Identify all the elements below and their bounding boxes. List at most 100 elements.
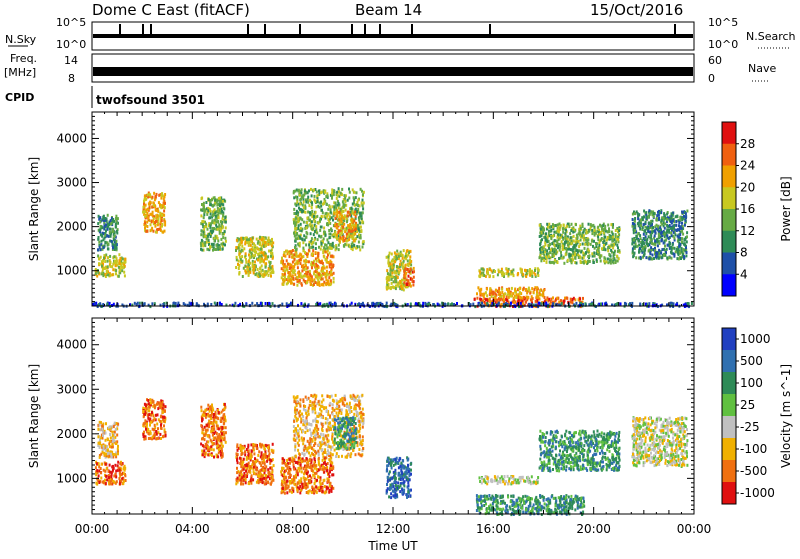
echo-cell <box>504 292 506 295</box>
echo-cell <box>107 448 109 451</box>
echo-cell <box>143 206 145 209</box>
echo-cell <box>97 271 99 274</box>
echo-cell <box>300 208 302 211</box>
echo-cell <box>637 214 639 217</box>
echo-cell <box>145 404 147 407</box>
echo-cell <box>164 230 166 233</box>
echo-cell <box>537 274 539 277</box>
echo-cell <box>315 242 317 245</box>
echo-cell <box>98 442 100 445</box>
echo-cell <box>415 302 417 305</box>
echo-cell <box>161 192 163 195</box>
echo-cell <box>511 270 513 273</box>
echo-cell <box>109 425 111 428</box>
echo-cell <box>144 194 146 197</box>
echo-cell <box>122 266 124 269</box>
echo-cell <box>320 201 322 204</box>
echo-cell <box>615 233 617 236</box>
echo-cell <box>116 257 118 260</box>
echo-cell <box>97 435 99 438</box>
echo-cell <box>675 224 677 227</box>
echo-cell <box>672 214 674 217</box>
echo-cell <box>646 227 648 230</box>
echo-cell <box>647 243 649 246</box>
echo-cell <box>155 209 157 212</box>
echo-cell <box>96 469 98 472</box>
echo-cell <box>600 303 602 306</box>
echo-cell <box>324 243 326 246</box>
echo-region-13 <box>539 223 621 265</box>
echo-cell <box>331 192 333 195</box>
echo-cell <box>100 453 102 456</box>
echo-cell <box>684 219 686 222</box>
echo-cell <box>264 241 266 244</box>
echo-cell <box>114 234 116 237</box>
echo-cell <box>650 246 652 249</box>
echo-cell <box>113 425 115 428</box>
echo-cell <box>214 211 216 214</box>
echo-cell <box>325 258 327 261</box>
echo-cell <box>526 292 528 295</box>
echo-cell <box>334 231 336 234</box>
echo-cell <box>344 228 346 231</box>
echo-cell <box>311 201 313 204</box>
echo-cell <box>301 269 303 272</box>
echo-cell <box>325 283 327 286</box>
echo-cell <box>283 251 285 254</box>
echo-cell <box>582 223 584 226</box>
echo-cell <box>298 275 300 278</box>
echo-cell <box>666 224 668 227</box>
echo-cell <box>316 205 318 208</box>
echo-cell <box>311 228 313 231</box>
echo-cell <box>305 236 307 239</box>
echo-cell <box>213 204 215 207</box>
echo-cell <box>588 249 590 252</box>
echo-cell <box>241 255 243 258</box>
echo-cell <box>356 210 358 213</box>
echo-cell <box>637 232 639 235</box>
echo-cell <box>508 273 510 276</box>
echo-cell <box>596 258 598 261</box>
echo-cell <box>358 219 360 222</box>
echo-cell <box>236 256 238 259</box>
echo-cell <box>403 249 405 252</box>
echo-cell <box>287 281 289 284</box>
echo-cell <box>299 258 301 261</box>
echo-cell <box>98 215 100 218</box>
echo-cell <box>571 239 573 242</box>
echo-cell <box>656 255 658 258</box>
echo-cell <box>341 237 343 240</box>
echo-cell <box>209 208 211 211</box>
echo-cell <box>116 230 118 233</box>
echo-cell <box>527 296 529 299</box>
echo-cell <box>160 427 162 430</box>
echo-cell <box>222 226 224 229</box>
echo-cell <box>597 238 599 241</box>
echo-cell <box>674 247 676 250</box>
echo-cell <box>656 252 658 255</box>
echo-cell <box>376 302 378 305</box>
echo-cell <box>616 244 618 247</box>
echo-cell <box>97 248 99 251</box>
echo-cell <box>319 302 321 305</box>
echo-cell <box>590 243 592 246</box>
colorbar-segment <box>722 187 736 209</box>
echo-cell <box>389 263 391 266</box>
echo-cell <box>99 421 101 424</box>
echo-cell <box>119 472 121 475</box>
echo-cell <box>306 217 308 220</box>
echo-cell <box>211 198 213 201</box>
echo-cell <box>579 243 581 246</box>
echo-cell <box>608 227 610 230</box>
echo-cell <box>349 191 351 194</box>
echo-cell <box>206 237 208 240</box>
echo-cell <box>108 452 110 455</box>
echo-cell <box>405 268 407 271</box>
echo-cell <box>497 303 499 306</box>
echo-cell <box>487 270 489 273</box>
echo-cell <box>158 194 160 197</box>
echo-cell <box>105 432 107 435</box>
echo-cell <box>638 240 640 243</box>
echo-cell <box>358 302 360 305</box>
echo-cell <box>115 219 117 222</box>
